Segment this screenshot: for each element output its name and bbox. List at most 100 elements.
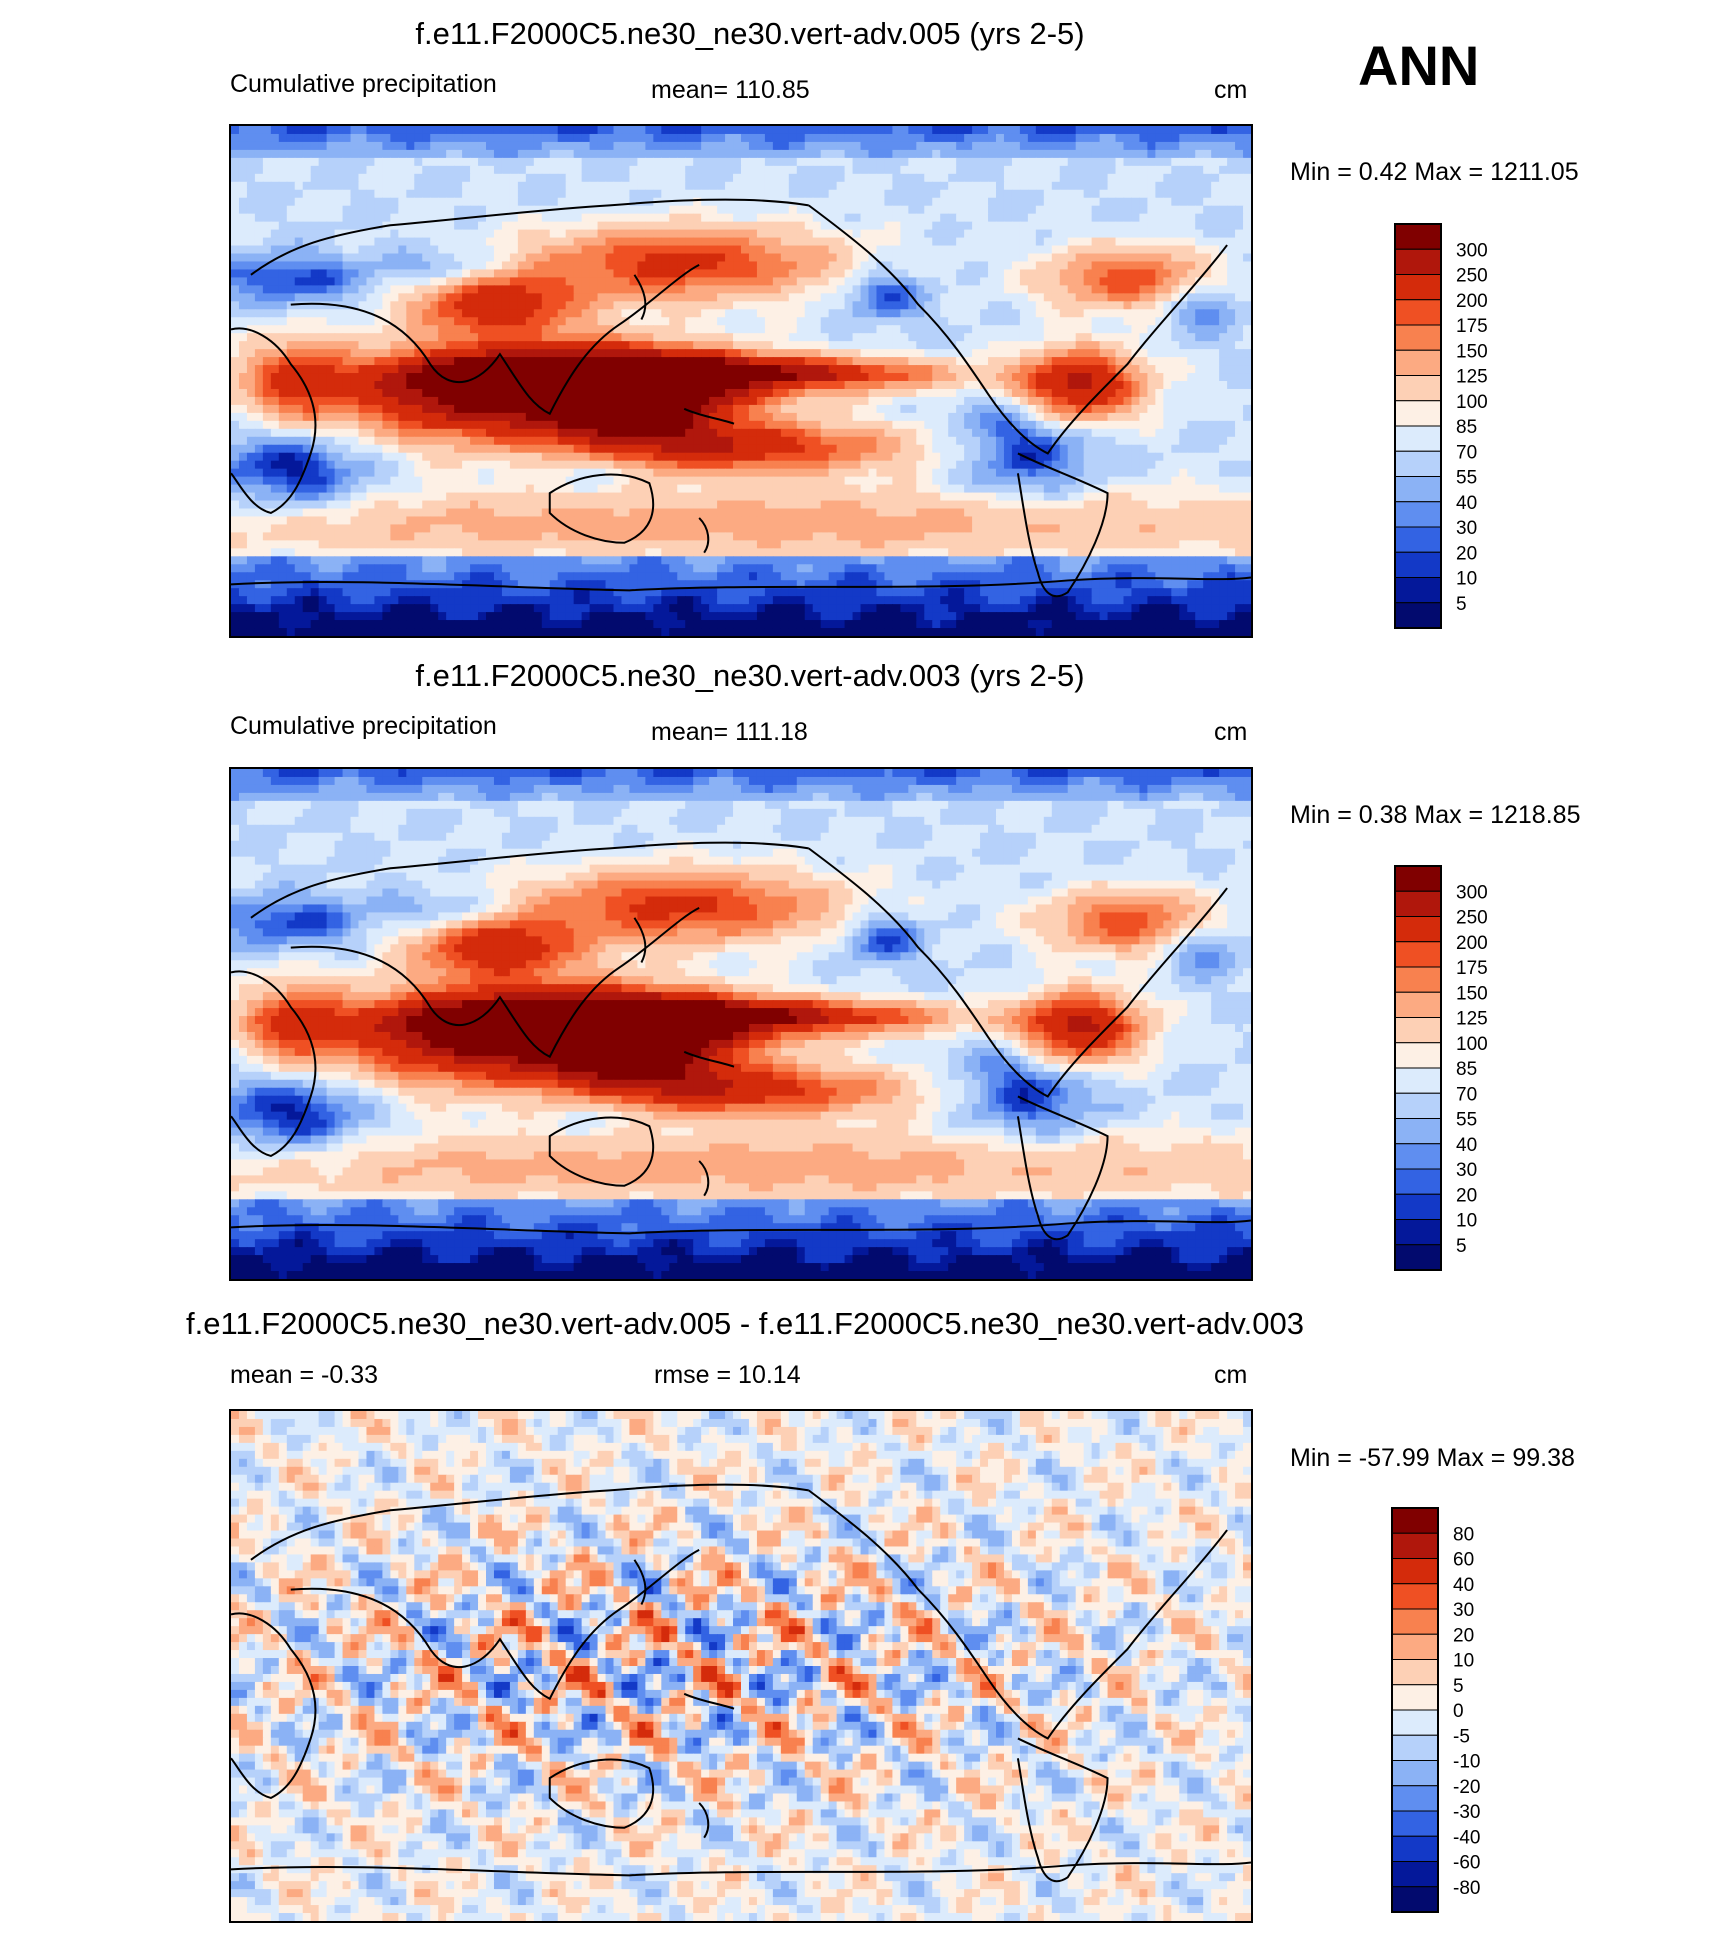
field-cell (326, 373, 336, 382)
field-cell (358, 141, 368, 151)
field-cell (1107, 293, 1117, 302)
field-cell (916, 213, 925, 223)
field-cell (868, 189, 878, 199)
field-cell (605, 197, 615, 207)
field-cell (908, 173, 917, 183)
field-cell (741, 181, 750, 191)
field-cell (892, 420, 901, 430)
field-cell (772, 181, 782, 191)
field-cell (725, 293, 734, 302)
field-cell (1227, 245, 1236, 255)
field-cell (828, 428, 838, 438)
field-cell (478, 245, 487, 255)
field-cell (597, 349, 607, 358)
field-cell (286, 253, 296, 263)
field-cell (1163, 245, 1172, 255)
field-cell (509, 213, 519, 223)
field-cell (988, 341, 997, 350)
field-cell (756, 341, 766, 350)
field-cell (374, 373, 384, 382)
field-cell (1219, 404, 1228, 414)
field-cell (1075, 381, 1085, 390)
field-cell (565, 309, 575, 318)
field-cell (1243, 357, 1251, 366)
field-cell (1147, 420, 1156, 430)
field-cell (533, 277, 543, 286)
field-cell (581, 404, 591, 414)
field-cell (1171, 309, 1180, 318)
field-cell (414, 173, 423, 183)
field-cell (940, 420, 949, 430)
field-cell (533, 365, 543, 374)
field-cell (764, 333, 774, 342)
field-cell (884, 357, 894, 366)
field-cell (1243, 373, 1251, 382)
field-cell (1075, 420, 1085, 430)
field-cell (964, 197, 973, 207)
field-cell (780, 301, 790, 310)
field-cell (517, 365, 527, 374)
field-cell (741, 205, 750, 215)
field-cell (852, 149, 862, 159)
field-cell (828, 317, 838, 326)
field-cell (1083, 404, 1093, 414)
field-cell (246, 157, 256, 167)
field-cell (278, 365, 288, 374)
field-cell (326, 277, 336, 286)
field-cell (231, 341, 240, 350)
field-cell (868, 181, 878, 191)
field-cell (438, 404, 447, 414)
field-cell (358, 157, 368, 167)
field-cell (1067, 126, 1077, 135)
field-cell (717, 141, 726, 151)
field-cell (462, 173, 471, 183)
field-cell (1227, 253, 1236, 263)
field-cell (517, 381, 527, 390)
field-cell (509, 309, 519, 318)
field-cell (996, 357, 1005, 366)
field-cell (517, 349, 527, 358)
field-cell (231, 309, 240, 318)
field-cell (884, 197, 894, 207)
field-cell (597, 221, 607, 231)
field-cell (262, 317, 272, 326)
field-cell (581, 285, 591, 294)
field-cell (717, 412, 726, 422)
field-cell (294, 189, 304, 199)
field-cell (1139, 412, 1149, 422)
field-cell (589, 325, 599, 334)
field-cell (1107, 261, 1117, 271)
field-cell (892, 357, 901, 366)
field-cell (709, 213, 718, 223)
field-cell (908, 126, 917, 135)
field-cell (868, 333, 878, 342)
field-cell (334, 381, 344, 390)
field-cell (1003, 157, 1013, 167)
field-cell (486, 349, 495, 358)
field-cell (756, 157, 766, 167)
field-cell (860, 396, 870, 406)
field-cell (1139, 149, 1149, 159)
field-cell (653, 341, 662, 350)
field-cell (1123, 373, 1133, 382)
field-cell (860, 253, 870, 263)
field-cell (438, 381, 447, 390)
field-cell (1131, 357, 1141, 366)
field-cell (565, 141, 575, 151)
field-cell (326, 357, 336, 366)
field-cell (1123, 277, 1133, 286)
field-cell (366, 396, 376, 406)
field-cell (1195, 229, 1204, 239)
field-cell (717, 133, 726, 143)
field-cell (892, 341, 901, 350)
field-cell (820, 229, 830, 239)
field-cell (446, 205, 455, 215)
field-cell (382, 157, 391, 167)
field-cell (780, 141, 790, 151)
field-cell (310, 373, 320, 382)
field-cell (828, 349, 838, 358)
field-cell (701, 253, 710, 263)
field-cell (1051, 420, 1061, 430)
field-cell (701, 293, 710, 302)
field-cell (900, 141, 909, 151)
